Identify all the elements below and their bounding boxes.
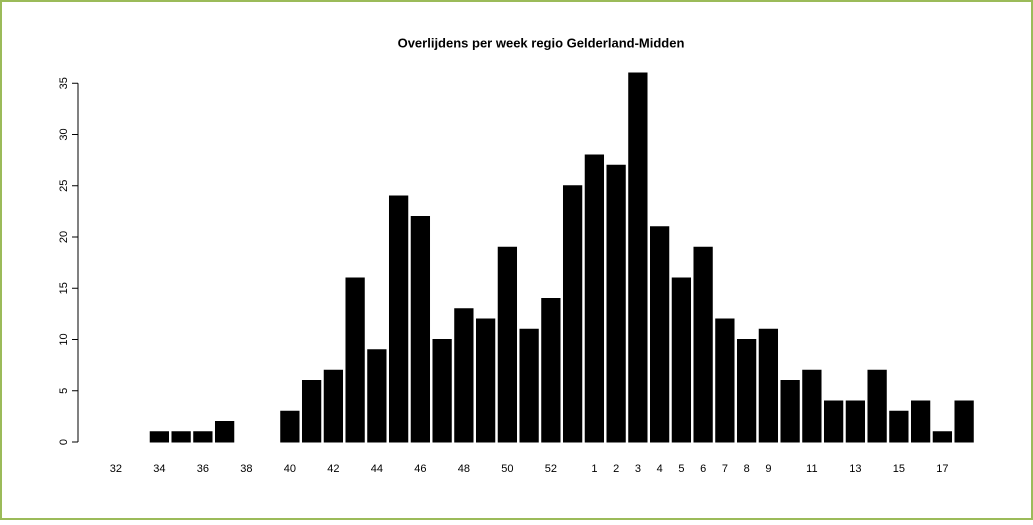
bar xyxy=(541,298,561,443)
bar xyxy=(301,380,322,443)
bar xyxy=(606,164,626,443)
x-tick-label: 15 xyxy=(893,463,905,475)
bar xyxy=(367,349,387,443)
y-tick-label: 5 xyxy=(58,388,70,394)
bar xyxy=(562,185,583,443)
bar xyxy=(497,246,518,443)
x-tick-label: 5 xyxy=(678,463,684,475)
bar xyxy=(214,421,235,443)
x-tick-label: 34 xyxy=(153,463,165,475)
x-tick-label: 52 xyxy=(545,463,557,475)
bar xyxy=(475,318,496,443)
x-tick-label: 8 xyxy=(744,463,750,475)
bar xyxy=(388,195,409,443)
y-tick-label: 35 xyxy=(58,77,70,89)
bar xyxy=(649,226,670,443)
bar xyxy=(736,339,757,443)
x-tick-label: 2 xyxy=(613,463,619,475)
y-tick-label: 25 xyxy=(58,180,70,192)
bar xyxy=(280,410,300,443)
bar xyxy=(715,318,735,443)
bar xyxy=(671,277,692,443)
bar xyxy=(932,431,953,443)
x-tick-label: 42 xyxy=(327,463,339,475)
x-tick-label: 17 xyxy=(936,463,948,475)
x-tick-label: 3 xyxy=(635,463,641,475)
y-tick-label: 30 xyxy=(58,128,70,140)
x-tick-label: 11 xyxy=(806,463,817,475)
bar xyxy=(149,431,170,443)
bar xyxy=(910,400,931,443)
x-tick-label: 7 xyxy=(722,463,728,475)
y-tick-label: 10 xyxy=(58,333,70,345)
x-tick-label: 6 xyxy=(700,463,706,475)
x-tick-label: 38 xyxy=(240,463,252,475)
x-tick-label: 48 xyxy=(458,463,470,475)
y-tick-label: 20 xyxy=(58,231,70,243)
x-tick-label: 4 xyxy=(657,463,663,475)
x-tick-label: 1 xyxy=(591,463,597,475)
bar xyxy=(584,154,605,443)
bar xyxy=(780,380,800,443)
bar xyxy=(867,369,887,443)
bar xyxy=(432,339,452,443)
x-tick-label: 9 xyxy=(765,463,771,475)
bar xyxy=(758,328,779,443)
bar xyxy=(410,216,431,443)
bar xyxy=(454,308,474,443)
bar xyxy=(889,410,909,443)
x-tick-label: 13 xyxy=(849,463,861,475)
x-tick-label: 40 xyxy=(284,463,296,475)
x-tick-label: 50 xyxy=(501,463,513,475)
x-tick-label: 44 xyxy=(371,463,383,475)
bar xyxy=(845,400,866,443)
chart-title: Overlijdens per week regio Gelderland-Mi… xyxy=(398,35,685,50)
bar xyxy=(954,400,974,443)
x-tick-label: 32 xyxy=(110,463,122,475)
bar xyxy=(171,431,191,443)
x-tick-label: 36 xyxy=(197,463,209,475)
bar xyxy=(193,431,213,443)
bar xyxy=(823,400,844,443)
x-tick-label: 46 xyxy=(414,463,426,475)
bar xyxy=(693,246,713,443)
bar xyxy=(628,72,648,443)
bar xyxy=(519,328,539,443)
y-tick-label: 0 xyxy=(58,439,70,445)
bar xyxy=(323,369,344,443)
y-tick-label: 15 xyxy=(58,282,70,294)
bar xyxy=(802,369,822,443)
bar xyxy=(345,277,365,443)
